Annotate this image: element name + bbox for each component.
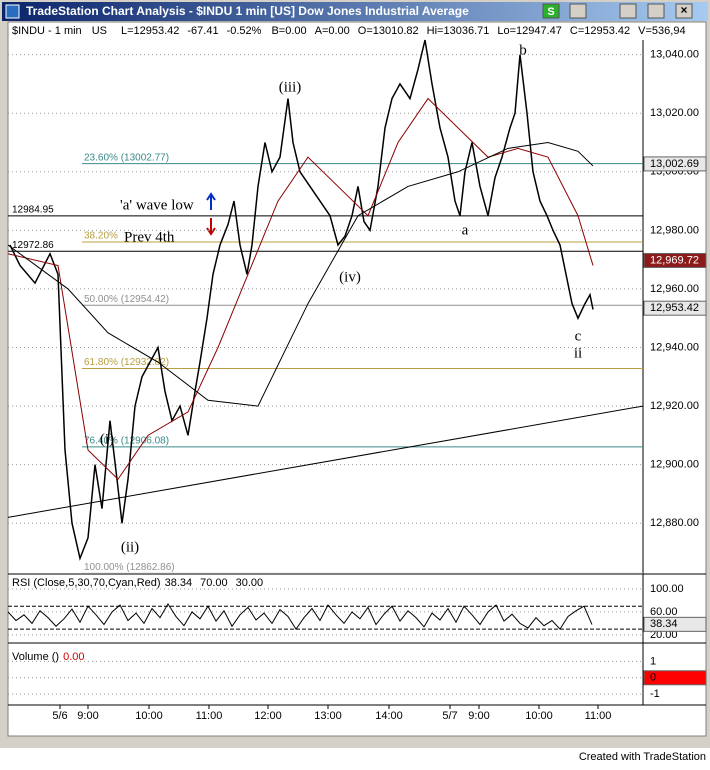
- annotation: Prev 4th: [124, 229, 175, 245]
- level-label: 38.20%: [84, 231, 118, 242]
- y-tick-label: 12,940.00: [650, 341, 699, 353]
- info-field: US: [92, 25, 107, 37]
- annotation: (i): [100, 431, 114, 447]
- info-field: V=536,94: [638, 25, 685, 37]
- price-box-label: 13,002.69: [650, 158, 699, 170]
- info-field: Hi=13036.71: [427, 25, 490, 37]
- price-box-label: 12,969.72: [650, 254, 699, 266]
- panel-readout: 0.00: [63, 651, 84, 663]
- info-field: O=13010.82: [358, 25, 419, 37]
- line-label: 12984.95: [12, 205, 54, 216]
- x-tick-label: 10:00: [525, 710, 553, 722]
- panel-title: RSI (Close,5,30,70,Cyan,Red): [12, 577, 161, 589]
- window-title: TradeStation Chart Analysis - $INDU 1 mi…: [26, 4, 469, 18]
- series-line: [9, 39, 594, 561]
- s-button[interactable]: [542, 3, 560, 19]
- level-label: 76.40% (12906.08): [84, 435, 169, 446]
- current-box: [643, 670, 707, 686]
- y-tick-label: 12,980.00: [650, 224, 699, 236]
- x-tick-label: 11:00: [196, 710, 223, 722]
- series-line: [7, 97, 594, 481]
- series-line: [7, 405, 644, 518]
- info-field: C=12953.42: [570, 25, 630, 37]
- x-tick-label: 14:00: [375, 710, 403, 722]
- y-tick-label: 12,900.00: [650, 459, 699, 471]
- up-arrow: [206, 192, 216, 210]
- pin-button[interactable]: [569, 3, 587, 19]
- info-field: A=0.00: [315, 25, 350, 37]
- chart-area: [7, 21, 707, 737]
- annotation: c: [575, 328, 582, 344]
- current-box: [643, 616, 707, 632]
- annotation: ii: [574, 345, 582, 361]
- level-label: 50.00% (12954.42): [84, 294, 169, 305]
- line-label: 12972.86: [12, 240, 54, 251]
- close-glyph[interactable]: ×: [680, 3, 687, 17]
- level-label: 100.00% (12862.86): [84, 562, 175, 573]
- x-tick-label: 5/6: [52, 710, 67, 722]
- price-box: [643, 252, 707, 268]
- info-field: B=0.00: [271, 25, 306, 37]
- maximize-button[interactable]: [647, 3, 665, 19]
- series-line: [7, 602, 593, 631]
- level-label: 23.60% (13002.77): [84, 152, 169, 163]
- y-tick-label: 100.00: [650, 583, 684, 595]
- current-label: 38.34: [650, 618, 678, 630]
- panel-readout: 30.00: [236, 577, 264, 589]
- footer: Created with TradeStation: [579, 751, 706, 763]
- y-tick-label: 13,020.00: [650, 107, 699, 119]
- y-tick-label: 12,960.00: [650, 283, 699, 295]
- y-tick-label: 12,920.00: [650, 400, 699, 412]
- current-label: 0: [650, 672, 656, 684]
- y-tick-label: 12,880.00: [650, 517, 699, 529]
- panel-readout: 38.34: [165, 577, 193, 589]
- minimize-button[interactable]: [619, 3, 637, 19]
- info-field: Lo=12947.47: [497, 25, 562, 37]
- x-tick-label: 13:00: [314, 710, 342, 722]
- annotation: 'a' wave low: [120, 197, 194, 213]
- price-box: [643, 300, 707, 316]
- x-tick-label: 5/7: [442, 710, 457, 722]
- y-tick-label: -1: [650, 688, 660, 700]
- annotation: a: [462, 222, 469, 238]
- title-bar: [2, 2, 708, 21]
- y-tick-label: 60.00: [650, 606, 678, 618]
- s-button-label[interactable]: S: [547, 6, 554, 18]
- x-tick-label: 10:00: [135, 710, 163, 722]
- panel-title: Volume (): [12, 651, 59, 663]
- price-box: [643, 156, 707, 172]
- annotation: (iii): [279, 79, 302, 95]
- app-icon: [5, 4, 20, 19]
- annotation: (iv): [339, 269, 361, 285]
- y-tick-label: 13,040.00: [650, 49, 699, 61]
- info-field: $INDU - 1 min: [12, 25, 82, 37]
- annotation: (ii): [121, 539, 139, 555]
- x-tick-label: 11:00: [585, 710, 612, 722]
- x-tick-label: 12:00: [254, 710, 282, 722]
- series-line: [7, 141, 594, 407]
- price-box-label: 12,953.42: [650, 302, 699, 314]
- panel-readout: 70.00: [200, 577, 228, 589]
- info-field: -0.52%: [227, 25, 262, 37]
- y-tick-label: 1: [650, 655, 656, 667]
- info-field: -67.41: [187, 25, 218, 37]
- x-tick-label: 9:00: [77, 710, 98, 722]
- level-label: 61.80% (12932.82): [84, 357, 169, 368]
- annotation: b: [519, 42, 527, 58]
- info-field: L=12953.42: [121, 25, 179, 37]
- close-button[interactable]: [675, 3, 693, 19]
- x-tick-label: 9:00: [468, 710, 489, 722]
